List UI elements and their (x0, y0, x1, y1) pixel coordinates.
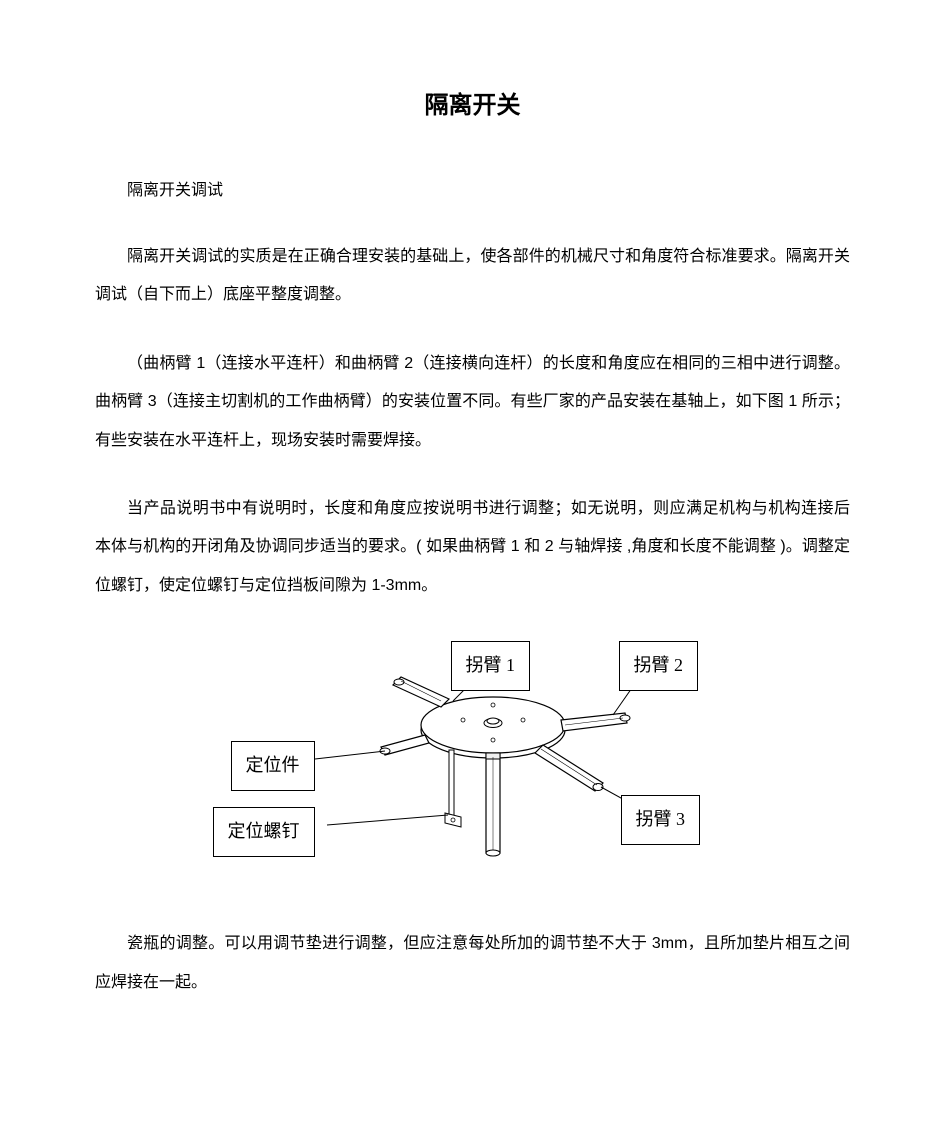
label-locator: 定位件 (231, 741, 315, 791)
label-arm3: 拐臂 3 (621, 795, 701, 845)
label-locator-screw: 定位螺钉 (213, 807, 315, 857)
page-title: 隔离开关 (95, 80, 850, 133)
paragraph-2: （曲柄臂 1（连接水平连杆）和曲柄臂 2（连接横向连杆）的长度和角度应在相同的三… (95, 345, 850, 460)
label-arm1: 拐臂 1 (451, 641, 531, 691)
section-heading: 隔离开关调试 (95, 173, 850, 208)
label-arm2: 拐臂 2 (619, 641, 699, 691)
paragraph-1: 隔离开关调试的实质是在正确合理安装的基础上，使各部件的机械尺寸和角度符合标准要求… (95, 238, 850, 315)
paragraph-3: 当产品说明书中有说明时，长度和角度应按说明书进行调整；如无说明，则应满足机构与机… (95, 490, 850, 605)
paragraph-4: 瓷瓶的调整。可以用调节垫进行调整，但应注意每处所加的调节垫不大于 3mm，且所加… (95, 925, 850, 1002)
mechanism-diagram: 拐臂 1 拐臂 2 定位件 定位螺钉 拐臂 3 (193, 635, 753, 895)
